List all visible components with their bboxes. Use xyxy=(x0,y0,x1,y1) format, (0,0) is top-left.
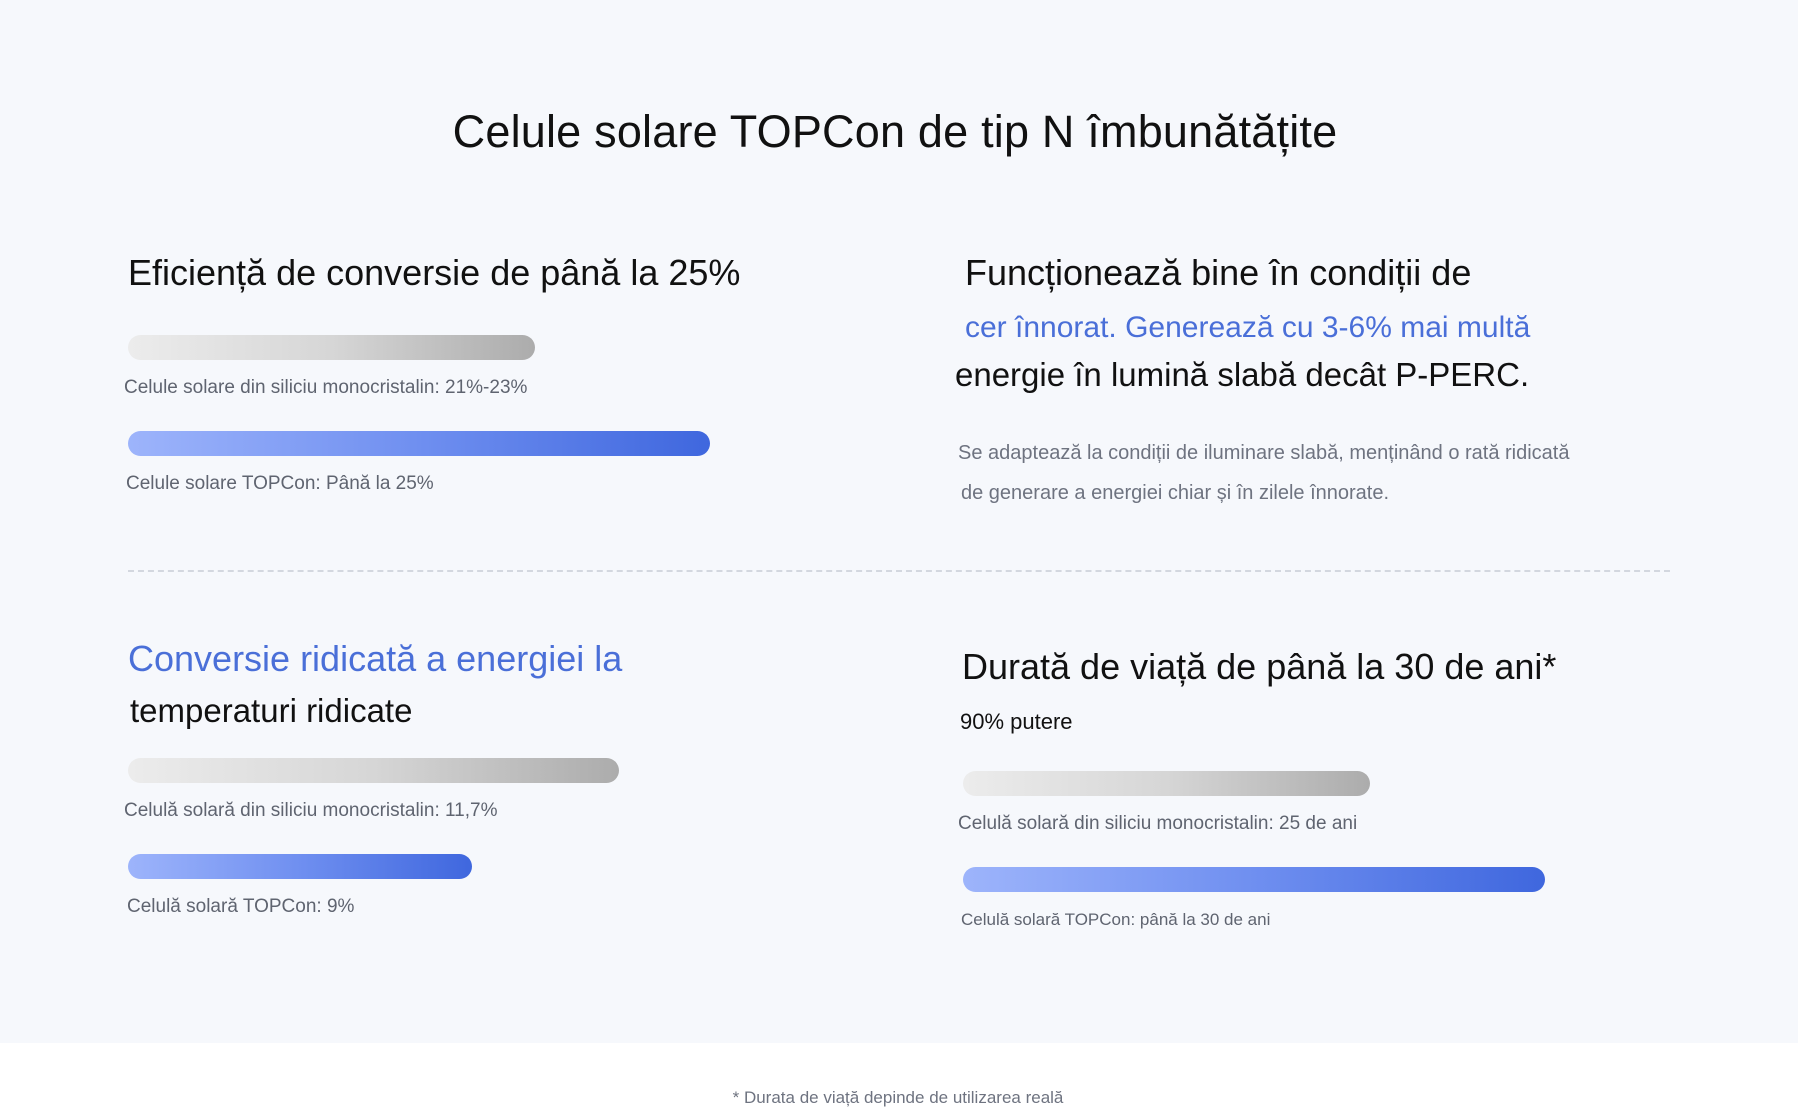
low-light-heading-line2: cer înnorat. Generează cu 3-6% mai multă xyxy=(965,311,1531,344)
low-light-heading-line3: energie în lumină slabă decât P-PERC. xyxy=(955,356,1530,393)
section-divider xyxy=(128,570,1670,572)
lifetime-label-mono: Celulă solară din siliciu monocristalin:… xyxy=(958,813,1358,834)
efficiency-label-mono: Celule solare din siliciu monocristalin:… xyxy=(124,377,528,398)
lifetime-subheading: 90% putere xyxy=(960,709,1073,734)
lifetime-bar-mono xyxy=(963,771,1370,796)
lifetime-heading: Durată de viață de până la 30 de ani* xyxy=(962,646,1557,687)
low-light-description-line2: de generare a energiei chiar și în zilel… xyxy=(961,482,1390,504)
temperature-bar-topcon xyxy=(128,854,472,879)
temperature-label-topcon: Celulă solară TOPCon: 9% xyxy=(127,896,355,917)
temperature-heading-line1: Conversie ridicată a energiei la xyxy=(128,638,623,679)
low-light-heading-line1: Funcționează bine în condiții de xyxy=(965,252,1472,293)
efficiency-heading: Eficiență de conversie de până la 25% xyxy=(128,252,741,293)
footnote: * Durata de viață depinde de utilizarea … xyxy=(732,1088,1064,1107)
page-title: Celule solare TOPCon de tip N îmbunătăți… xyxy=(452,106,1338,157)
lifetime-bar-topcon xyxy=(963,867,1545,892)
efficiency-bar-topcon xyxy=(128,431,710,456)
efficiency-label-topcon: Celule solare TOPCon: Până la 25% xyxy=(126,473,434,494)
lifetime-label-topcon: Celulă solară TOPCon: până la 30 de ani xyxy=(961,910,1271,929)
low-light-description-line1: Se adaptează la condiții de iluminare sl… xyxy=(958,442,1570,464)
efficiency-bar-mono xyxy=(128,335,535,360)
temperature-bar-mono xyxy=(128,758,619,783)
temperature-label-mono: Celulă solară din siliciu monocristalin:… xyxy=(124,800,498,821)
temperature-heading-line2: temperaturi ridicate xyxy=(130,692,413,729)
